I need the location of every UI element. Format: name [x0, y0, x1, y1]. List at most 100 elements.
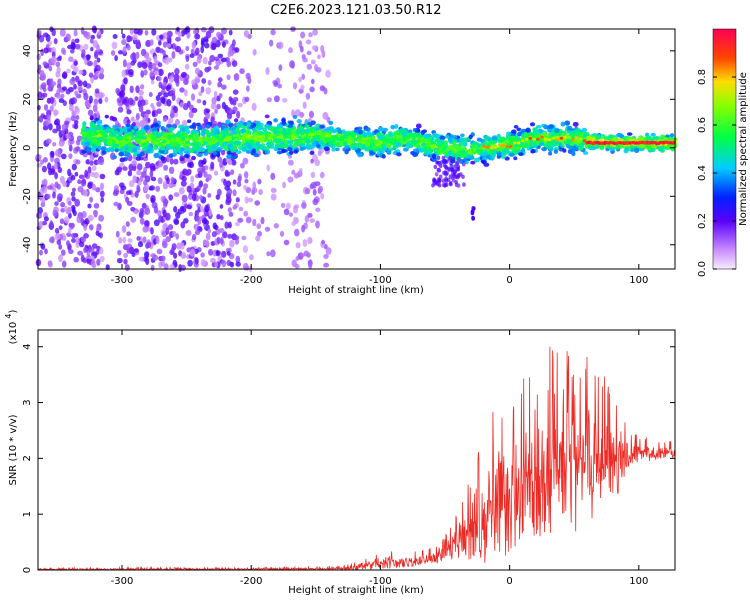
heatmap-point [645, 144, 650, 150]
heatmap-point [260, 216, 265, 225]
heatmap-point [162, 81, 168, 87]
heatmap-point [219, 161, 224, 168]
heatmap-point [200, 45, 205, 54]
heatmap-point [86, 54, 91, 62]
heatmap-point [276, 123, 282, 128]
heatmap-point [361, 145, 368, 150]
heatmap-point [203, 171, 208, 178]
heatmap-point [323, 146, 330, 152]
heatmap-point [50, 168, 56, 175]
heatmap-point [95, 186, 101, 193]
heatmap-point [317, 54, 321, 60]
heatmap-point [439, 135, 446, 141]
heatmap-point [301, 202, 307, 209]
heatmap-point [282, 97, 288, 103]
heatmap-point [198, 91, 203, 97]
heatmap-point [77, 80, 84, 87]
heatmap-point [180, 264, 186, 271]
heatmap-point [62, 71, 68, 79]
heatmap-point [528, 143, 534, 148]
heatmap-point [143, 251, 149, 259]
heatmap-point [227, 221, 232, 229]
heatmap-point [133, 248, 139, 253]
colorbar-tick-label: 0.2 [697, 213, 708, 229]
heatmap-point [574, 132, 580, 136]
snr-frame [37, 329, 676, 571]
heatmap-point [231, 60, 238, 68]
heatmap-point [50, 236, 55, 244]
heatmap-point [131, 160, 138, 167]
heatmap-point [436, 149, 443, 155]
heatmap-point [369, 142, 375, 147]
heatmap-point [71, 187, 76, 193]
heatmap-point [564, 120, 571, 126]
heatmap-point [310, 138, 316, 143]
heatmap-point [173, 219, 180, 226]
heatmap-point [149, 165, 156, 172]
heatmap-point [433, 164, 438, 170]
heatmap-point [114, 148, 119, 153]
heatmap-point [227, 233, 233, 239]
heatmap-point [171, 230, 177, 237]
heatmap-point [193, 83, 199, 90]
heatmap-point [441, 155, 446, 161]
heatmap-point [68, 201, 72, 206]
heatmap-point [93, 171, 99, 179]
heatmap-point [220, 57, 227, 63]
heatmap-point [575, 128, 582, 133]
heatmap-point [364, 127, 371, 132]
heatmap-point [39, 249, 43, 256]
heatmap-point [536, 137, 540, 141]
heatmap-point [292, 82, 298, 90]
heatmap-point [168, 194, 174, 201]
heatmap-point [241, 143, 247, 148]
heatmap-point [179, 102, 184, 108]
heatmap-point [292, 114, 298, 119]
heatmap-point [436, 155, 441, 160]
heatmap-point [491, 136, 498, 142]
heatmap-point [186, 32, 191, 39]
heatmap-point [125, 196, 130, 203]
heatmap-point [566, 145, 573, 150]
heatmap-point [208, 60, 212, 66]
heatmap-point [141, 142, 147, 148]
heatmap-point [83, 223, 88, 232]
heatmap-point [221, 259, 227, 268]
heatmap-point [139, 207, 145, 214]
heatmap-point [139, 217, 145, 225]
heatmap-point [58, 244, 63, 250]
heatmap-point [516, 141, 521, 145]
heatmap-point [650, 132, 656, 137]
heatmap-point [475, 148, 481, 153]
heatmap-point [130, 53, 136, 61]
heatmap-point [456, 150, 462, 155]
heatmap-point [659, 148, 665, 153]
heatmap-point [141, 119, 146, 128]
heatmap-point [273, 130, 278, 135]
heatmap-point [225, 171, 231, 177]
heatmap-point [582, 139, 587, 143]
heatmap-point [56, 83, 62, 89]
heatmap-point [133, 209, 138, 215]
heatmap-point [483, 162, 490, 167]
heatmap-point [211, 36, 218, 44]
heatmap-point [244, 178, 249, 184]
heatmap-point [112, 34, 118, 39]
heatmap-point [184, 171, 190, 177]
heatmap-point [40, 201, 46, 208]
heatmap-point [346, 130, 352, 135]
heatmap-point [155, 237, 160, 245]
heatmap-point [166, 177, 170, 185]
heatmap-point [48, 65, 53, 72]
heatmap-point [74, 198, 81, 207]
heatmap-point [143, 53, 150, 59]
heatmap-point [181, 175, 187, 182]
heatmap-point [121, 39, 127, 46]
heatmap-point [287, 124, 293, 128]
heatmap-point [562, 148, 567, 153]
heatmap-point [153, 55, 158, 64]
heatmap-point [180, 221, 186, 229]
heatmap-point [83, 43, 89, 51]
snr-multiplier-exponent: 4 [4, 314, 13, 319]
heatmap-point [186, 204, 192, 210]
